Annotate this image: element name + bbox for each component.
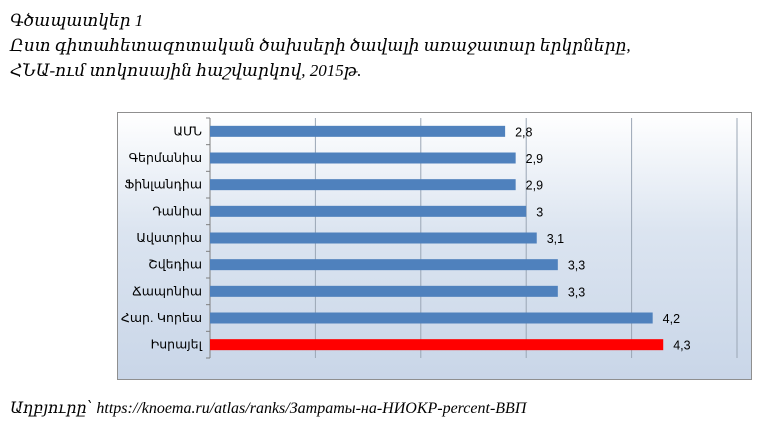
bar-5 — [210, 259, 558, 271]
bar-2 — [210, 179, 516, 191]
category-label-4: Ավստրիա — [136, 231, 202, 245]
figure-title-line-1: Ըստ գիտահետազոտական ծախսերի ծավալի առաջա… — [10, 36, 631, 55]
value-label-1: 2,9 — [526, 152, 543, 166]
bar-0 — [210, 125, 506, 137]
category-label-8: Իսրայել — [151, 338, 203, 352]
figure-caption-number: Գծապատկեր 1 — [10, 11, 144, 30]
value-label-5: 3,3 — [568, 259, 585, 273]
category-label-7: Հար. Կորեա — [121, 311, 202, 325]
bar-6 — [210, 285, 558, 297]
bar-7 — [210, 312, 653, 324]
figure-title-line-2: ՀՆԱ-ում տոկոսային հաշվարկով, 2015թ. — [10, 61, 362, 80]
bar-1 — [210, 152, 516, 164]
bar-4 — [210, 232, 537, 244]
category-label-5: Շվեդիա — [148, 258, 202, 272]
bar-3 — [210, 205, 527, 217]
value-label-4: 3,1 — [547, 232, 564, 246]
value-label-6: 3,3 — [568, 285, 585, 299]
category-label-6: Ճապոնիա — [132, 284, 202, 298]
source-note: Աղբյուրը՝ https://knoema.ru/atlas/ranks/… — [10, 400, 527, 417]
value-label-0: 2,8 — [515, 125, 532, 139]
category-label-1: Գերմանիա — [129, 151, 202, 165]
figure-title-block: Գծապատկեր 1 Ըստ գիտահետազոտական ծախսերի … — [10, 8, 631, 83]
category-label-3: Դանիա — [152, 204, 202, 218]
value-label-3: 3 — [536, 205, 543, 219]
value-label-7: 4,2 — [663, 312, 680, 326]
value-label-2: 2,9 — [526, 179, 543, 193]
value-label-8: 4,3 — [673, 339, 690, 353]
category-label-0: ԱՄՆ — [173, 124, 202, 138]
bar-chart: ԱՄՆ 2,8 Գերմանիա 2,9 Ֆինլանդիա 2,9 Դանիա 3 Ավստր… — [121, 117, 738, 359]
bar-8 — [210, 339, 664, 351]
category-label-2: Ֆինլանդիա — [124, 178, 202, 192]
